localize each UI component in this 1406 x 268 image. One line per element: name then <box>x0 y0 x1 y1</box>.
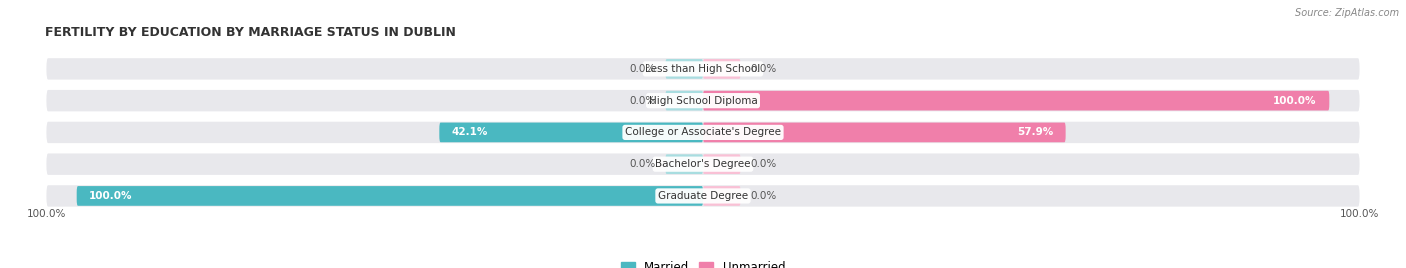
Text: 0.0%: 0.0% <box>630 159 657 169</box>
FancyBboxPatch shape <box>703 59 741 79</box>
Text: Bachelor's Degree: Bachelor's Degree <box>655 159 751 169</box>
Text: 100.0%: 100.0% <box>1274 96 1317 106</box>
Text: 42.1%: 42.1% <box>451 127 488 137</box>
Text: 100.0%: 100.0% <box>27 209 66 219</box>
FancyBboxPatch shape <box>45 89 1361 112</box>
FancyBboxPatch shape <box>45 57 1361 81</box>
FancyBboxPatch shape <box>45 121 1361 144</box>
Text: High School Diploma: High School Diploma <box>648 96 758 106</box>
Text: 0.0%: 0.0% <box>749 64 776 74</box>
FancyBboxPatch shape <box>703 91 1329 110</box>
Legend: Married, Unmarried: Married, Unmarried <box>616 256 790 268</box>
Text: Graduate Degree: Graduate Degree <box>658 191 748 201</box>
FancyBboxPatch shape <box>665 59 703 79</box>
FancyBboxPatch shape <box>439 122 703 142</box>
Text: FERTILITY BY EDUCATION BY MARRIAGE STATUS IN DUBLIN: FERTILITY BY EDUCATION BY MARRIAGE STATU… <box>45 26 457 39</box>
Text: 100.0%: 100.0% <box>1340 209 1379 219</box>
FancyBboxPatch shape <box>703 186 741 206</box>
Text: 57.9%: 57.9% <box>1017 127 1053 137</box>
Text: 0.0%: 0.0% <box>630 64 657 74</box>
FancyBboxPatch shape <box>665 154 703 174</box>
FancyBboxPatch shape <box>77 186 703 206</box>
FancyBboxPatch shape <box>703 122 1066 142</box>
FancyBboxPatch shape <box>703 154 741 174</box>
Text: 0.0%: 0.0% <box>749 191 776 201</box>
Text: 100.0%: 100.0% <box>89 191 132 201</box>
FancyBboxPatch shape <box>45 152 1361 176</box>
Text: College or Associate's Degree: College or Associate's Degree <box>626 127 780 137</box>
FancyBboxPatch shape <box>45 184 1361 208</box>
Text: Source: ZipAtlas.com: Source: ZipAtlas.com <box>1295 8 1399 18</box>
Text: Less than High School: Less than High School <box>645 64 761 74</box>
Text: 0.0%: 0.0% <box>630 96 657 106</box>
FancyBboxPatch shape <box>665 91 703 110</box>
Text: 0.0%: 0.0% <box>749 159 776 169</box>
